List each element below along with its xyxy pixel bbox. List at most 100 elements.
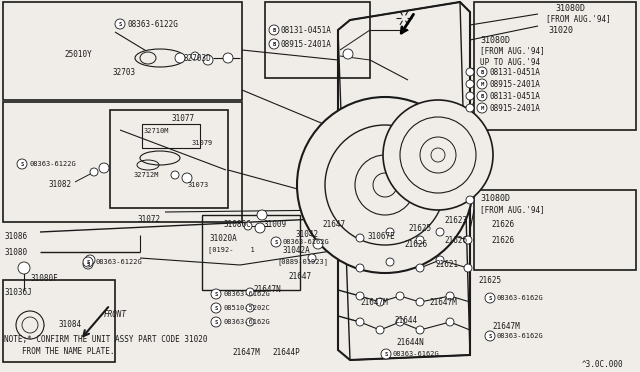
Text: M: M: [481, 106, 484, 110]
Text: 08131-0451A: 08131-0451A: [490, 67, 541, 77]
Text: [0889-01923]: [0889-01923]: [277, 258, 328, 265]
Text: S: S: [20, 161, 24, 167]
Circle shape: [203, 55, 213, 65]
Circle shape: [477, 67, 487, 77]
Text: 31080D: 31080D: [480, 36, 510, 45]
Text: NOTE;* CONFIRM THE UNIT ASSY PART CODE 31020: NOTE;* CONFIRM THE UNIT ASSY PART CODE 3…: [4, 335, 207, 344]
Text: M: M: [481, 81, 484, 87]
Text: 08363-6162G: 08363-6162G: [497, 295, 544, 301]
Circle shape: [16, 311, 44, 339]
Text: 21626: 21626: [491, 220, 514, 229]
Text: 21625: 21625: [408, 224, 431, 233]
Text: S: S: [488, 334, 492, 339]
Circle shape: [466, 104, 474, 112]
Text: 21626: 21626: [404, 240, 427, 249]
Text: 31077: 31077: [171, 114, 194, 123]
Text: 31020A: 31020A: [210, 234, 237, 243]
Text: 08363-6162G: 08363-6162G: [223, 319, 269, 325]
Text: 08131-0451A: 08131-0451A: [490, 92, 541, 100]
Circle shape: [477, 103, 487, 113]
Text: S: S: [118, 22, 122, 26]
Circle shape: [257, 210, 267, 220]
Circle shape: [18, 262, 30, 274]
Text: 31020: 31020: [548, 26, 573, 35]
Circle shape: [446, 318, 454, 326]
Circle shape: [466, 68, 474, 76]
Circle shape: [115, 19, 125, 29]
Text: 31073: 31073: [188, 182, 209, 188]
Text: 08363-6162G: 08363-6162G: [393, 351, 440, 357]
Text: 31042A: 31042A: [283, 246, 311, 255]
Circle shape: [90, 168, 98, 176]
Circle shape: [466, 196, 474, 204]
Circle shape: [485, 331, 495, 341]
Text: 08510-5202C: 08510-5202C: [223, 305, 269, 311]
Text: [FROM AUG.'94]: [FROM AUG.'94]: [480, 46, 545, 55]
Text: 08363-6122G: 08363-6122G: [95, 259, 141, 265]
Text: 32712M: 32712M: [134, 172, 159, 178]
Text: FROM THE NAME PLATE.: FROM THE NAME PLATE.: [22, 347, 115, 356]
Circle shape: [269, 25, 279, 35]
Circle shape: [255, 223, 265, 233]
Circle shape: [356, 292, 364, 300]
Circle shape: [477, 91, 487, 101]
Text: 21625: 21625: [478, 276, 501, 285]
Text: 21647M: 21647M: [429, 298, 457, 307]
Text: 31079: 31079: [192, 140, 213, 146]
Circle shape: [297, 97, 473, 273]
Text: 21647M: 21647M: [492, 322, 520, 331]
Text: 31080D: 31080D: [480, 194, 510, 203]
Circle shape: [383, 100, 493, 210]
Circle shape: [381, 349, 391, 359]
Circle shape: [477, 79, 487, 89]
Text: S: S: [86, 260, 90, 264]
Circle shape: [416, 326, 424, 334]
Circle shape: [416, 264, 424, 272]
Text: B: B: [481, 93, 484, 99]
Circle shape: [386, 258, 394, 266]
Circle shape: [466, 80, 474, 88]
Text: S: S: [214, 320, 218, 324]
Text: 31080D: 31080D: [555, 4, 585, 13]
Text: 21647: 21647: [322, 220, 345, 229]
Text: 21644P: 21644P: [272, 348, 300, 357]
Text: S: S: [214, 305, 218, 311]
Text: [0192-    1: [0192- 1: [208, 246, 255, 253]
Circle shape: [223, 53, 233, 63]
Text: 08915-2401A: 08915-2401A: [490, 103, 541, 112]
Text: 21626: 21626: [491, 236, 514, 245]
Circle shape: [386, 228, 394, 236]
Circle shape: [396, 318, 404, 326]
Text: 08363-6162G: 08363-6162G: [497, 333, 544, 339]
Text: S: S: [488, 295, 492, 301]
Ellipse shape: [135, 49, 185, 67]
Circle shape: [244, 222, 252, 230]
Text: 21644N: 21644N: [396, 338, 424, 347]
Circle shape: [211, 317, 221, 327]
Circle shape: [308, 254, 316, 262]
Text: 08363-6162G: 08363-6162G: [283, 239, 330, 245]
Circle shape: [313, 239, 323, 249]
Circle shape: [356, 264, 364, 272]
Text: B: B: [273, 42, 276, 46]
Circle shape: [85, 255, 95, 265]
Text: 31067E: 31067E: [368, 232, 396, 241]
Text: S: S: [214, 292, 218, 296]
Text: 31009: 31009: [264, 220, 287, 229]
Text: 08915-2401A: 08915-2401A: [490, 80, 541, 89]
Circle shape: [376, 326, 384, 334]
Text: 31086C: 31086C: [224, 220, 252, 229]
Circle shape: [464, 264, 472, 272]
Text: FRONT: FRONT: [104, 310, 127, 319]
Text: 31036J: 31036J: [4, 288, 32, 297]
Text: 21621: 21621: [435, 260, 458, 269]
Text: 32710M: 32710M: [144, 128, 170, 134]
Text: 31080F: 31080F: [30, 274, 58, 283]
Text: 31084: 31084: [58, 320, 81, 329]
Text: S: S: [385, 352, 388, 356]
Text: 31086: 31086: [4, 232, 27, 241]
Text: 21647: 21647: [288, 272, 311, 281]
Text: 32703: 32703: [112, 68, 135, 77]
Text: S: S: [275, 240, 278, 244]
Text: ^3.0C.000: ^3.0C.000: [582, 360, 623, 369]
